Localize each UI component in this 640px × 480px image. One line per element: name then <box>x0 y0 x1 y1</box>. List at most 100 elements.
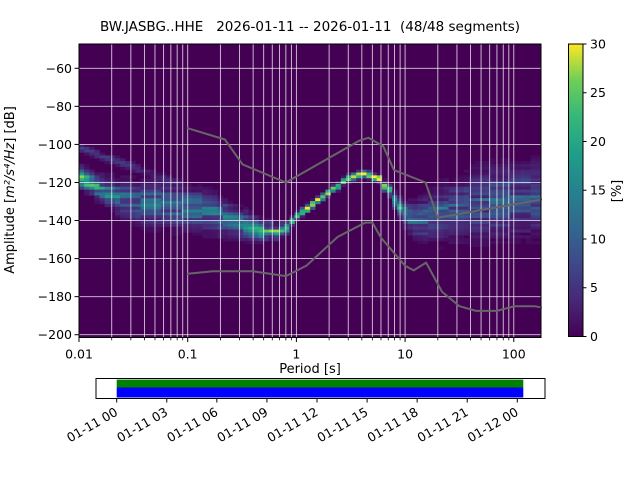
ppsd-cell <box>484 198 490 202</box>
ppsd-cell <box>104 155 111 159</box>
ppsd-cell <box>515 232 521 236</box>
ppsd-cell <box>191 192 198 196</box>
ppsd-cell <box>453 186 460 190</box>
ppsd-cell <box>505 212 511 216</box>
ppsd-cell <box>417 215 424 219</box>
ppsd-cell <box>499 163 506 168</box>
ppsd-cell <box>489 209 496 213</box>
ppsd-cell <box>99 189 105 193</box>
y-tick-label: −120 <box>38 175 72 190</box>
ppsd-cell <box>125 209 131 213</box>
ppsd-cell <box>381 178 388 182</box>
ppsd-cell <box>84 163 90 168</box>
ppsd-cell <box>464 240 470 245</box>
ppsd-cell <box>464 203 470 208</box>
ppsd-cell <box>407 212 413 216</box>
ppsd-cell <box>120 186 126 190</box>
ppsd-cell <box>202 229 208 233</box>
ppsd-cell <box>443 229 449 233</box>
ppsd-cell <box>238 203 244 208</box>
ppsd-cell <box>499 195 506 199</box>
ppsd-cell <box>279 235 285 239</box>
ppsd-cell <box>464 238 470 242</box>
ppsd-cell <box>212 195 218 199</box>
ppsd-cell <box>448 226 455 230</box>
ppsd-cell <box>181 186 188 190</box>
ppsd-cell <box>407 218 413 222</box>
ppsd-cell <box>479 232 485 236</box>
ppsd-cell <box>474 195 480 199</box>
y-tick-label: −100 <box>38 137 72 152</box>
ppsd-cell <box>120 178 126 182</box>
ppsd-cell <box>181 203 188 208</box>
ppsd-cell <box>479 243 485 247</box>
ppsd-cell <box>150 201 157 205</box>
ppsd-cell <box>422 240 429 245</box>
ppsd-cell <box>243 240 249 245</box>
ppsd-cell <box>279 232 285 236</box>
colorbar-ramp <box>568 44 583 337</box>
ppsd-cell <box>464 198 470 202</box>
ppsd-cell <box>212 201 218 205</box>
ppsd-cell <box>207 186 213 190</box>
ppsd-cell <box>505 240 511 245</box>
ppsd-cell <box>258 232 265 236</box>
ppsd-cell <box>99 201 105 205</box>
ppsd-cell <box>109 201 116 205</box>
ppsd-cell <box>464 218 470 222</box>
ppsd-cell <box>120 158 126 162</box>
ppsd-cell <box>453 223 460 228</box>
ppsd-cell <box>525 209 532 213</box>
ppsd-cell <box>464 189 470 193</box>
ppsd-cell <box>422 223 429 228</box>
axes-frame <box>78 43 542 338</box>
ppsd-cell <box>202 223 208 228</box>
ppsd-cell <box>140 186 147 190</box>
ppsd-cell <box>202 203 208 208</box>
ppsd-cell <box>268 221 275 225</box>
ppsd-cell <box>464 232 470 236</box>
ppsd-cell <box>520 183 526 188</box>
ppsd-cell <box>535 163 542 168</box>
ppsd-cell <box>479 172 485 176</box>
ppsd-cell <box>479 178 485 182</box>
ppsd-cell <box>464 195 470 199</box>
ppsd-cell <box>494 215 501 219</box>
ppsd-cell <box>335 183 342 188</box>
ppsd-cell <box>530 198 537 202</box>
ppsd-cell <box>130 189 136 193</box>
ppsd-cell <box>474 221 480 225</box>
ppsd-cell <box>453 232 460 236</box>
ppsd-cell <box>253 229 259 233</box>
ppsd-cell <box>443 235 449 239</box>
ppsd-cell <box>438 212 444 216</box>
ppsd-cell <box>191 195 198 199</box>
ppsd-cell <box>438 209 444 213</box>
ppsd-cell <box>433 223 439 228</box>
ppsd-cell <box>150 226 157 230</box>
ppsd-cell <box>510 206 516 210</box>
ppsd-cell <box>227 221 234 225</box>
ppsd-cell <box>84 189 90 193</box>
ppsd-cell <box>89 172 95 176</box>
ppsd-cell <box>520 203 526 208</box>
ppsd-cell <box>135 212 141 216</box>
ppsd-cell <box>530 229 537 233</box>
ppsd-cell <box>458 186 465 190</box>
ppsd-cell <box>248 212 254 216</box>
ppsd-cell <box>202 209 208 213</box>
ppsd-cell <box>499 189 506 193</box>
ppsd-cell <box>422 215 429 219</box>
ppsd-cell <box>505 186 511 190</box>
ppsd-cell <box>474 175 480 179</box>
y-tick-label: −180 <box>38 289 72 304</box>
ppsd-cell <box>109 175 116 179</box>
ppsd-cell <box>530 163 537 168</box>
ppsd-cell <box>238 223 244 228</box>
y-axis-label-suffix: ] [dB] <box>3 106 18 143</box>
ppsd-cell <box>535 178 542 182</box>
ppsd-cell <box>438 203 444 208</box>
ppsd-cell <box>207 198 213 202</box>
ppsd-cell <box>530 240 537 245</box>
ppsd-cell <box>494 201 501 205</box>
